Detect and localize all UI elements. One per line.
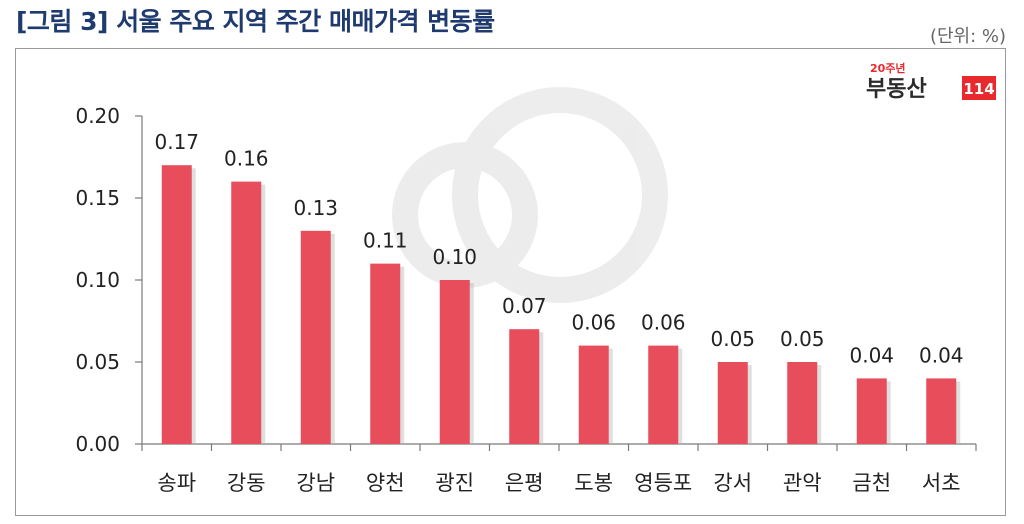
bar [787,362,818,444]
x-category-label: 은평 [505,471,544,495]
bar-value-label: 0.11 [363,229,408,253]
bar-value-label: 0.16 [224,147,269,171]
y-tick-label: 0.05 [75,350,120,374]
bar-value-label: 0.10 [432,245,477,269]
bar [300,230,331,444]
x-category-label: 도봉 [574,471,613,495]
y-tick-label: 0.20 [75,104,120,128]
bar-value-label: 0.04 [919,343,964,367]
bar [926,378,957,444]
bar-value-label: 0.05 [710,327,755,351]
x-category-label: 양천 [366,471,405,495]
x-category-label: 강동 [227,471,266,495]
bar [578,345,609,444]
unit-label: (단위: %) [929,26,1006,47]
y-tick-label: 0.15 [75,186,120,210]
chart-frame [15,48,1006,516]
bar [717,362,748,444]
bar-value-label: 0.06 [641,311,686,335]
brand-logo: 20주년 부동산 114 [866,61,996,102]
x-category-label: 서초 [922,471,961,495]
x-category-label: 영등포 [634,471,692,495]
x-category-label: 금천 [852,471,891,495]
x-category-label: 관악 [783,471,822,495]
bar-value-label: 0.05 [780,327,825,351]
bar [370,263,401,444]
bar [161,165,192,444]
bar [439,280,470,444]
logo-badge: 20주년 [870,61,906,75]
x-category-label: 강서 [713,471,752,495]
bar-value-label: 0.17 [154,130,199,154]
bar [509,329,540,444]
bar [648,345,679,444]
anniversary-watermark [392,87,668,303]
x-category-label: 송파 [157,471,196,495]
logo-name: 부동산 [866,77,927,102]
bar [231,181,262,444]
bar-value-label: 0.13 [293,196,338,220]
logo-number: 114 [963,80,994,98]
x-category-label: 강남 [296,471,335,495]
x-category-label: 광진 [435,471,474,495]
y-tick-label: 0.10 [75,268,120,292]
bar [856,378,887,444]
bar-value-label: 0.04 [849,343,894,367]
bar-value-label: 0.07 [502,294,547,318]
y-tick-label: 0.00 [75,432,120,456]
logo-number-box [962,76,996,100]
chart-title: [그림 3] 서울 주요 지역 주간 매매가격 변동률 [16,7,495,36]
bar-value-label: 0.06 [571,311,616,335]
